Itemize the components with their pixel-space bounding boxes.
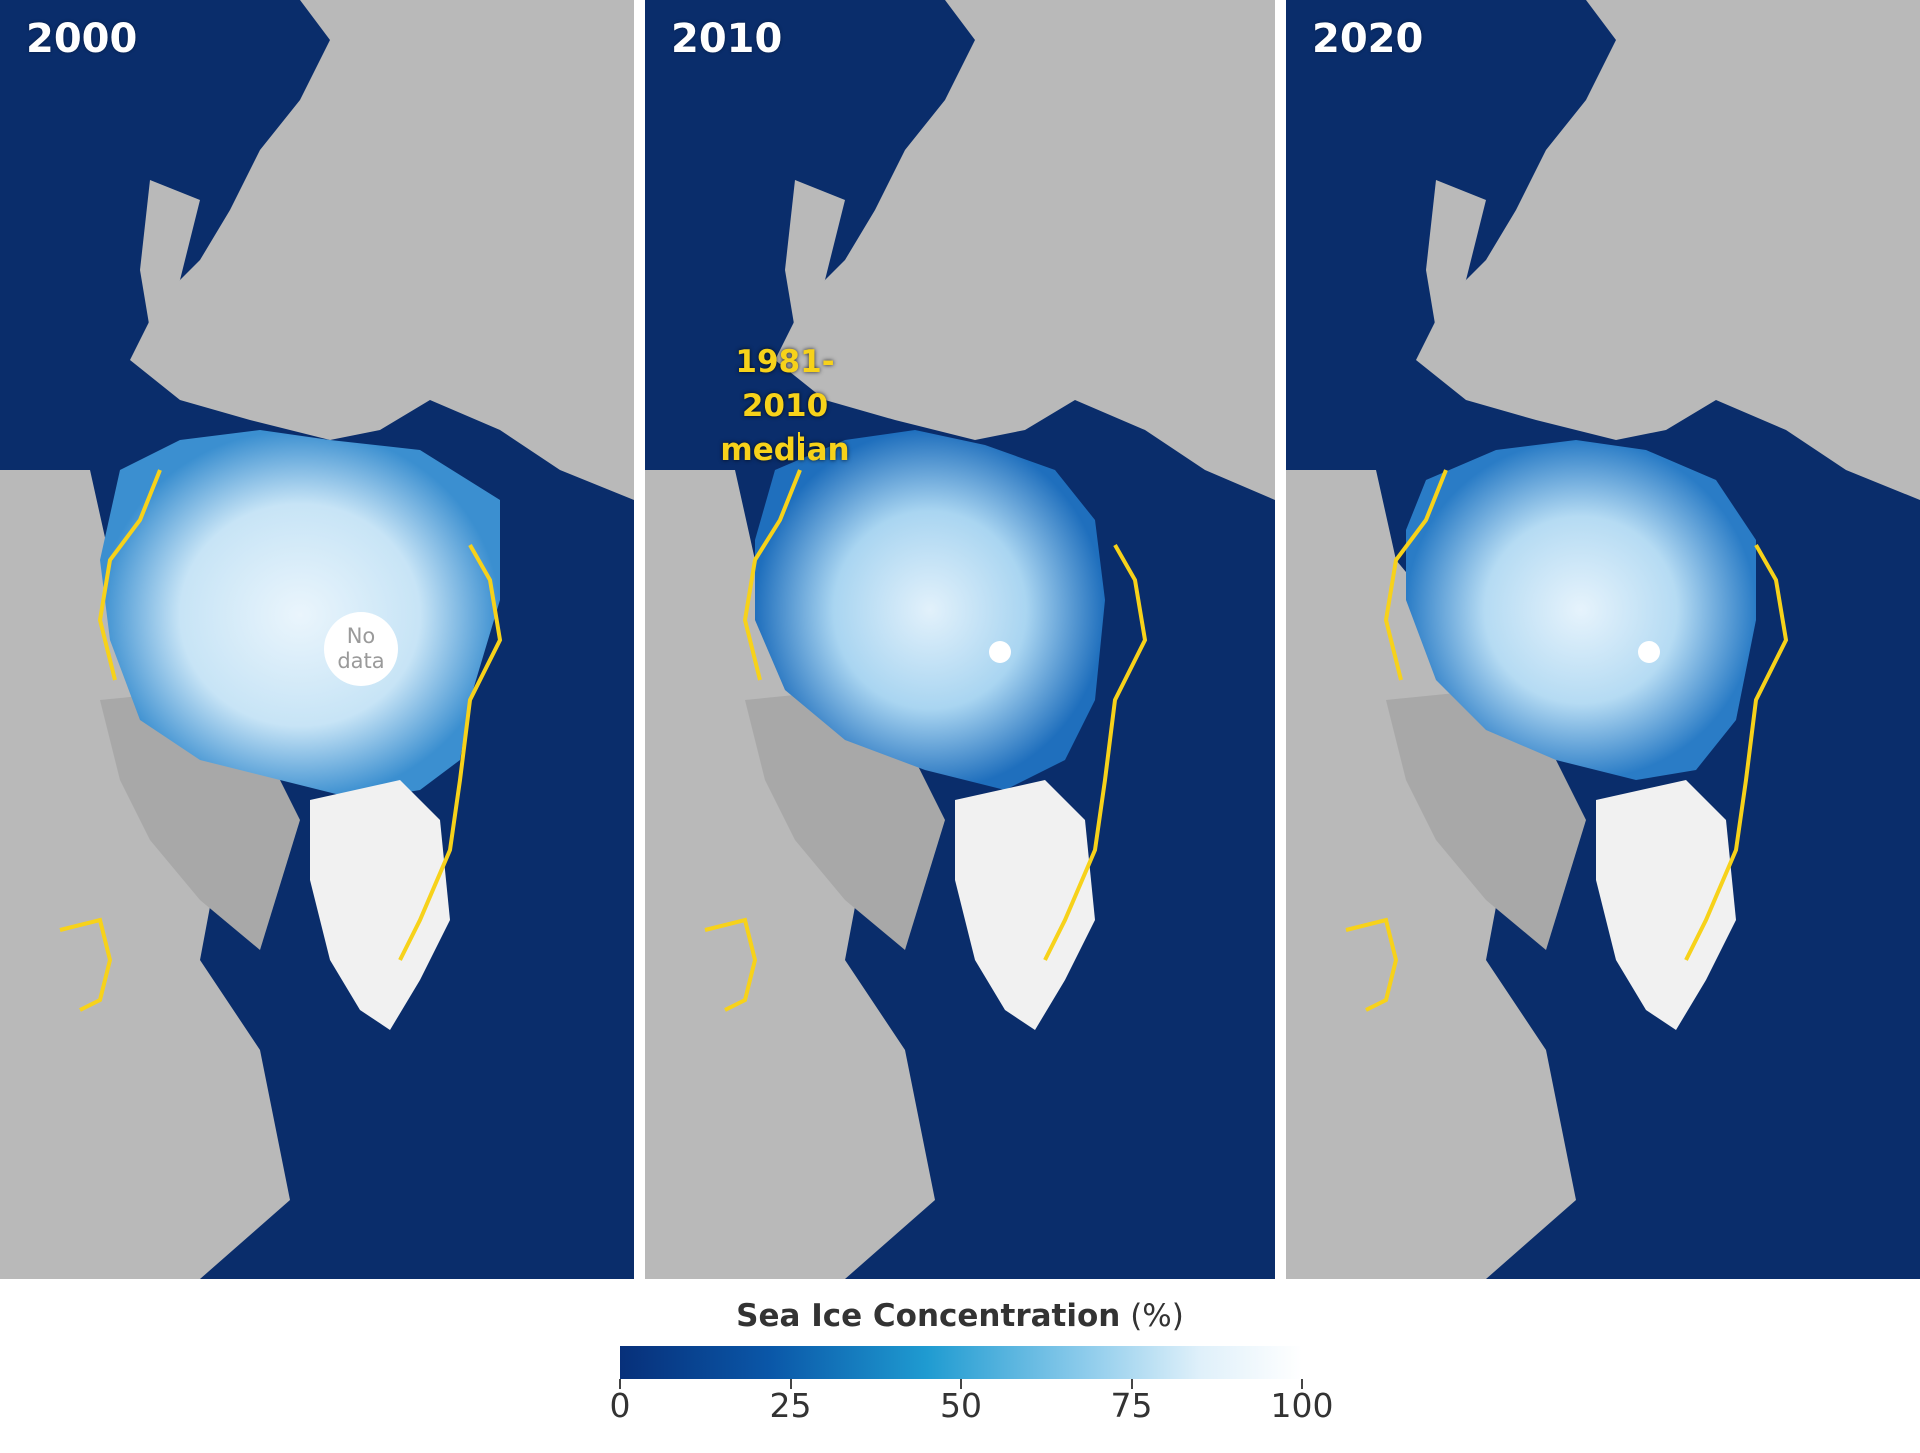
colorbar-tick-label: 100 bbox=[1270, 1386, 1334, 1425]
legend-title-text: Sea Ice Concentration bbox=[736, 1298, 1121, 1334]
colorbar-tick-label: 25 bbox=[769, 1386, 812, 1425]
sea-ice bbox=[1406, 440, 1756, 780]
map-panel-2000: 2000 No data bbox=[0, 0, 634, 1279]
arctic-map-2000 bbox=[0, 0, 634, 1279]
colorbar-tick-mark bbox=[1130, 1379, 1133, 1389]
no-data-text: data bbox=[337, 649, 385, 673]
sea-ice bbox=[100, 430, 500, 800]
greenland-land bbox=[310, 780, 450, 1030]
median-line-hudson bbox=[59, 917, 113, 1012]
eurasia-land bbox=[775, 0, 1275, 500]
map-panel-2010: 2010 1981-2010 median bbox=[645, 0, 1275, 1279]
colorbar-tick-mark bbox=[619, 1379, 621, 1389]
colorbar-tick-mark bbox=[1301, 1379, 1303, 1389]
north-america-land bbox=[1286, 470, 1576, 1279]
median-leader-line bbox=[798, 432, 800, 460]
greenland-land bbox=[955, 780, 1095, 1030]
eurasia-land bbox=[1416, 0, 1920, 500]
pole-hole-dot bbox=[1638, 641, 1660, 663]
greenland-land bbox=[1596, 780, 1736, 1030]
scandinavia-land bbox=[785, 180, 845, 330]
median-line bbox=[742, 469, 1148, 961]
colorbar-tick-mark bbox=[789, 1379, 792, 1389]
year-label: 2010 bbox=[671, 16, 783, 62]
median-annotation: 1981-2010 median bbox=[705, 340, 865, 472]
colorbar-tick-mark bbox=[960, 1379, 962, 1389]
median-line-hudson bbox=[704, 917, 758, 1012]
median-label-line: 1981-2010 bbox=[735, 344, 835, 424]
north-america-land bbox=[645, 470, 935, 1279]
arctic-archipelago-land bbox=[1386, 690, 1586, 950]
colorbar-tick-label: 50 bbox=[940, 1386, 982, 1425]
eurasia-land bbox=[130, 0, 634, 500]
pole-hole-dot bbox=[989, 641, 1011, 663]
year-label: 2020 bbox=[1312, 16, 1424, 62]
map-panel-2020: 2020 bbox=[1286, 0, 1920, 1279]
arctic-map-2010 bbox=[645, 0, 1275, 1279]
median-line bbox=[1383, 469, 1789, 961]
no-data-circle: No data bbox=[324, 612, 398, 686]
no-data-text: No bbox=[346, 624, 376, 648]
legend-unit: (%) bbox=[1130, 1298, 1184, 1334]
colorbar-legend: Sea Ice Concentration (%) 0 25 50 75 100 bbox=[0, 1290, 1920, 1453]
median-label-line: median bbox=[720, 432, 850, 468]
year-label: 2000 bbox=[26, 16, 138, 62]
sea-ice bbox=[755, 430, 1105, 790]
median-line-hudson bbox=[1345, 917, 1399, 1012]
colorbar-tick-label: 75 bbox=[1110, 1386, 1153, 1425]
colorbar-tick-label: 0 bbox=[609, 1386, 631, 1425]
arctic-map-2020 bbox=[1286, 0, 1920, 1279]
north-america-land bbox=[0, 470, 290, 1279]
legend-title: Sea Ice Concentration (%) bbox=[0, 1298, 1920, 1334]
scandinavia-land bbox=[1426, 180, 1486, 330]
scandinavia-land bbox=[140, 180, 200, 330]
colorbar-gradient bbox=[620, 1346, 1302, 1379]
median-line bbox=[97, 469, 503, 961]
